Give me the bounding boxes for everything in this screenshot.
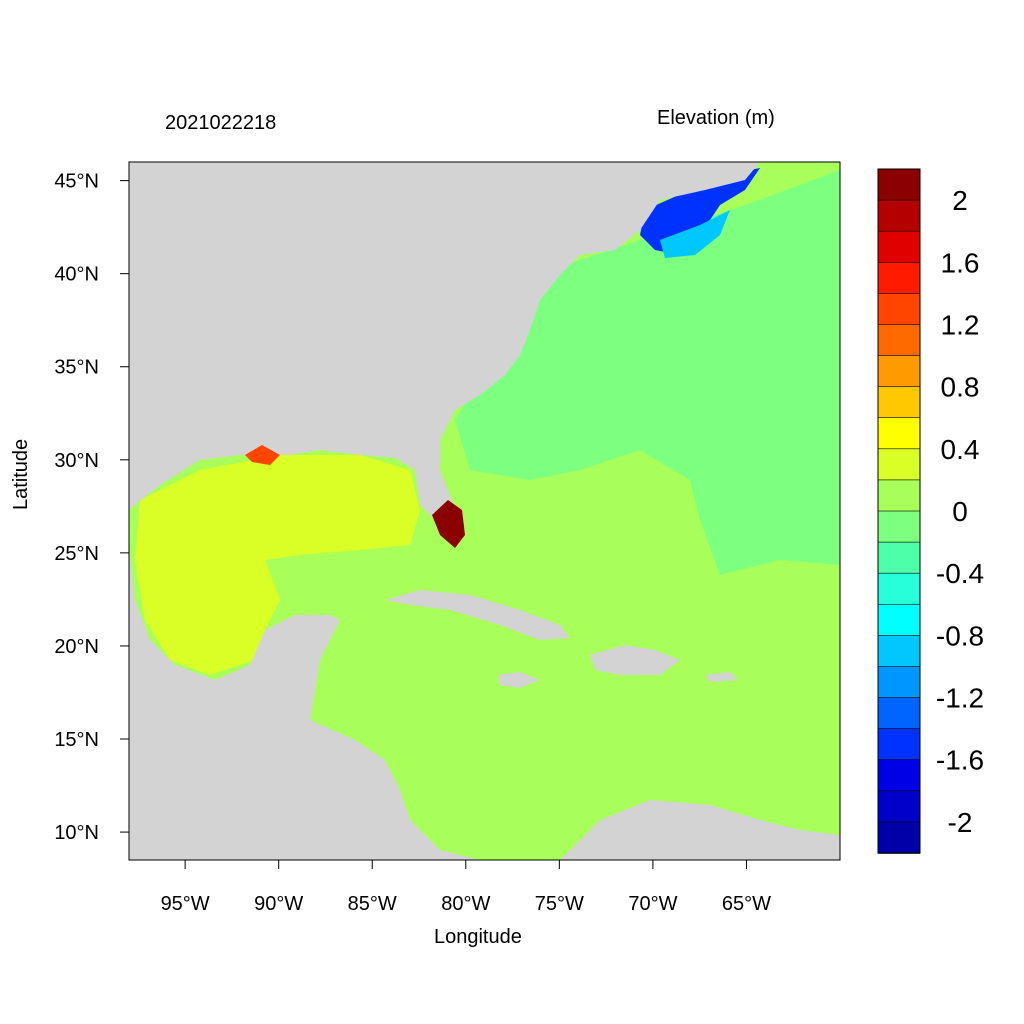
south-florida-surge xyxy=(432,500,465,548)
mexico-central-america xyxy=(129,545,480,860)
x-tick-label: 75°W xyxy=(535,893,584,915)
colorbar-swatch xyxy=(877,168,921,201)
south-america xyxy=(560,800,840,860)
x-tick-label: 80°W xyxy=(441,893,490,915)
colorbar-label: 1.6 xyxy=(941,247,980,278)
colorbar-swatch xyxy=(877,386,921,419)
louisiana-surge xyxy=(245,445,280,465)
x-ticks: 95°W 90°W 85°W 80°W 75°W 70°W 65°W xyxy=(161,860,771,915)
colorbar-swatch xyxy=(877,479,921,512)
colorbar-label: -0.8 xyxy=(936,620,984,651)
colorbar-swatch xyxy=(877,603,921,637)
colorbar-swatch xyxy=(877,541,921,574)
colorbar-swatch xyxy=(877,821,921,854)
colorbar-swatch xyxy=(877,572,921,606)
y-tick-label: 25°N xyxy=(54,543,99,565)
colorbar-swatch xyxy=(877,230,921,264)
colorbar-frame xyxy=(877,168,921,854)
x-tick-label: 95°W xyxy=(161,893,210,915)
gulf-of-maine-surge xyxy=(640,168,760,255)
variable-title: Elevation (m) xyxy=(657,107,775,129)
datetime-label: 2021022218 xyxy=(165,112,277,134)
colorbar-swatch xyxy=(877,448,921,481)
x-tick-label: 65°W xyxy=(722,893,771,915)
colorbar-swatch xyxy=(877,261,921,295)
colorbar-swatch xyxy=(877,417,921,450)
y-tick-label: 45°N xyxy=(54,171,99,193)
gulf-anomaly-area xyxy=(135,455,420,675)
y-tick-label: 20°N xyxy=(54,636,99,658)
hispaniola xyxy=(590,645,680,675)
colorbar: 2 1.6 1.2 0.8 0.4 0 -0.4 -0.8 -1.2 -1.6 -2 xyxy=(877,168,984,854)
x-tick-label: 90°W xyxy=(254,893,303,915)
colorbar-label: 2 xyxy=(952,185,968,216)
colorbar-swatch xyxy=(877,324,921,357)
y-tick-label: 15°N xyxy=(54,729,99,751)
north-america xyxy=(129,162,760,540)
map-field xyxy=(129,162,840,860)
colorbar-label: -2 xyxy=(948,807,973,838)
x-tick-label: 85°W xyxy=(348,893,397,915)
gulf-of-maine-fringe xyxy=(660,210,730,258)
colorbar-label: -1.6 xyxy=(936,745,984,776)
colorbar-label: 0 xyxy=(952,496,968,527)
y-ticks: 45°N 40°N 35°N 30°N 25°N 20°N 15°N 10°N xyxy=(54,171,129,844)
cuba xyxy=(385,590,570,640)
land-mask xyxy=(129,162,840,860)
colorbar-swatch xyxy=(877,666,921,699)
y-tick-label: 40°N xyxy=(54,264,99,286)
y-tick-label: 35°N xyxy=(54,357,99,379)
jamaica xyxy=(498,672,540,688)
y-tick-label: 30°N xyxy=(54,450,99,472)
colorbar-swatch xyxy=(877,293,921,326)
x-tick-label: 70°W xyxy=(628,893,677,915)
colorbar-label: 0.8 xyxy=(941,372,980,403)
colorbar-swatch xyxy=(877,728,921,761)
colorbar-label: -1.2 xyxy=(936,683,984,714)
colorbar-swatch xyxy=(877,510,921,543)
colorbar-swatch xyxy=(877,790,921,823)
colorbar-swatch xyxy=(877,199,921,232)
colorbar-swatch xyxy=(877,635,921,668)
colorbar-swatch xyxy=(877,697,921,730)
plot-frame xyxy=(128,161,841,861)
y-tick-label: 10°N xyxy=(54,822,99,844)
colorbar-swatch xyxy=(877,759,921,792)
colorbar-label: 0.4 xyxy=(941,434,980,465)
colorbar-label: 1.2 xyxy=(941,309,980,340)
colorbar-label: -0.4 xyxy=(936,558,984,589)
puerto-rico xyxy=(705,672,738,682)
x-axis-label: Longitude xyxy=(434,926,522,948)
colorbar-swatch xyxy=(877,355,921,388)
